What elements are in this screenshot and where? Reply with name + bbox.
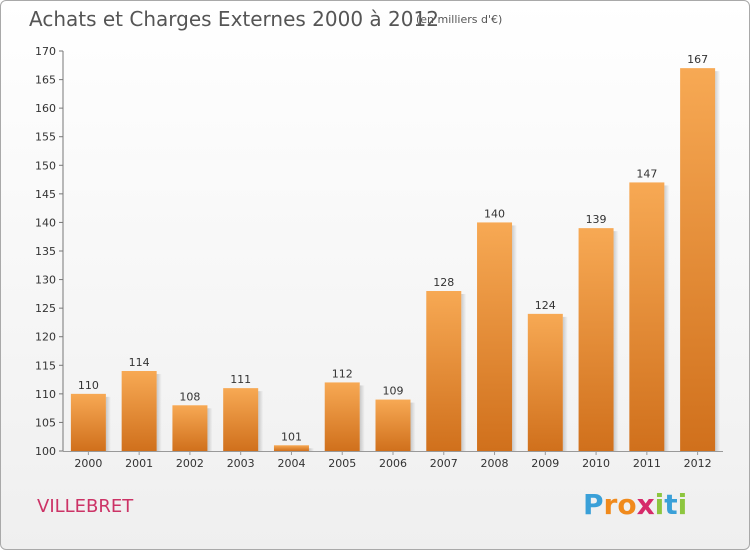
y-tick-label: 155 xyxy=(35,131,56,144)
y-tick-label: 120 xyxy=(35,331,56,344)
x-tick-label: 2011 xyxy=(633,457,661,470)
bar-value-label: 114 xyxy=(129,356,150,369)
logo-letter: i xyxy=(677,488,688,521)
bar-value-label: 111 xyxy=(230,373,251,386)
chart-title: Achats et Charges Externes 2000 à 2012 xyxy=(29,7,439,31)
bar-2012 xyxy=(680,68,716,452)
bar-2006 xyxy=(375,399,411,451)
logo-letter: o xyxy=(617,488,637,521)
y-tick-label: 170 xyxy=(35,45,56,58)
bar-shadow xyxy=(512,225,518,451)
logo-letter: t xyxy=(664,488,678,521)
bar-2010 xyxy=(578,228,614,451)
bar-value-label: 140 xyxy=(484,207,505,220)
x-tick-label: 2006 xyxy=(379,457,407,470)
bar-2002 xyxy=(172,405,208,451)
place-name: VILLEBRET xyxy=(37,496,134,517)
bar-shadow xyxy=(258,391,264,451)
x-tick-label: 2009 xyxy=(531,457,559,470)
y-tick-label: 150 xyxy=(35,159,56,172)
y-tick-label: 115 xyxy=(35,359,56,372)
y-tick-label: 135 xyxy=(35,245,56,258)
x-tick-label: 2002 xyxy=(176,457,204,470)
bar-2005 xyxy=(324,382,360,451)
logo-letter: r xyxy=(603,488,618,521)
bar-value-label: 109 xyxy=(383,385,404,398)
bar-value-label: 128 xyxy=(433,276,454,289)
bar-2004 xyxy=(273,445,309,451)
y-tick-label: 160 xyxy=(35,102,56,115)
x-tick-label: 2004 xyxy=(277,457,305,470)
bar-shadow xyxy=(308,448,314,451)
y-tick-label: 130 xyxy=(35,274,56,287)
bar-shadow xyxy=(461,294,467,451)
y-tick-label: 100 xyxy=(35,445,56,458)
bar-shadow xyxy=(715,71,721,452)
bar-2003 xyxy=(223,388,259,451)
bar-2000 xyxy=(70,393,106,451)
y-tick-label: 165 xyxy=(35,74,56,87)
bar-shadow xyxy=(156,374,162,451)
y-tick-label: 145 xyxy=(35,188,56,201)
x-tick-label: 2003 xyxy=(227,457,255,470)
y-tick-label: 105 xyxy=(35,416,56,429)
bar-value-label: 112 xyxy=(332,367,353,380)
y-tick-label: 110 xyxy=(35,388,56,401)
x-tick-label: 2010 xyxy=(582,457,610,470)
bar-shadow xyxy=(562,316,568,451)
bar-value-label: 147 xyxy=(636,167,657,180)
bar-shadow xyxy=(664,185,670,451)
bar-shadow xyxy=(410,402,416,451)
bar-shadow xyxy=(105,396,111,451)
bar-value-label: 167 xyxy=(687,53,708,66)
proxiti-logo: Proxiti xyxy=(583,488,687,521)
x-tick-label: 2001 xyxy=(125,457,153,470)
logo-letter: P xyxy=(583,488,604,521)
logo-letter: i xyxy=(654,488,665,521)
bar-2008 xyxy=(477,222,513,451)
bar-2011 xyxy=(629,182,665,451)
bar-value-label: 101 xyxy=(281,430,302,443)
bar-2007 xyxy=(426,291,462,451)
x-tick-label: 2008 xyxy=(481,457,509,470)
logo-letter: x xyxy=(636,488,655,521)
x-tick-label: 2012 xyxy=(684,457,712,470)
bar-2001 xyxy=(121,371,157,451)
bar-value-label: 124 xyxy=(535,299,556,312)
x-tick-label: 2007 xyxy=(430,457,458,470)
bar-value-label: 139 xyxy=(586,213,607,226)
chart-subtitle: (en milliers d'€) xyxy=(416,13,503,26)
bar-shadow xyxy=(207,408,213,451)
bar-2009 xyxy=(527,313,563,451)
bar-value-label: 110 xyxy=(78,379,99,392)
y-tick-label: 140 xyxy=(35,216,56,229)
x-tick-label: 2005 xyxy=(328,457,356,470)
bar-shadow xyxy=(359,385,365,451)
bar-value-label: 108 xyxy=(179,390,200,403)
bar-shadow xyxy=(613,231,619,451)
x-tick-label: 2000 xyxy=(74,457,102,470)
y-tick-label: 125 xyxy=(35,302,56,315)
